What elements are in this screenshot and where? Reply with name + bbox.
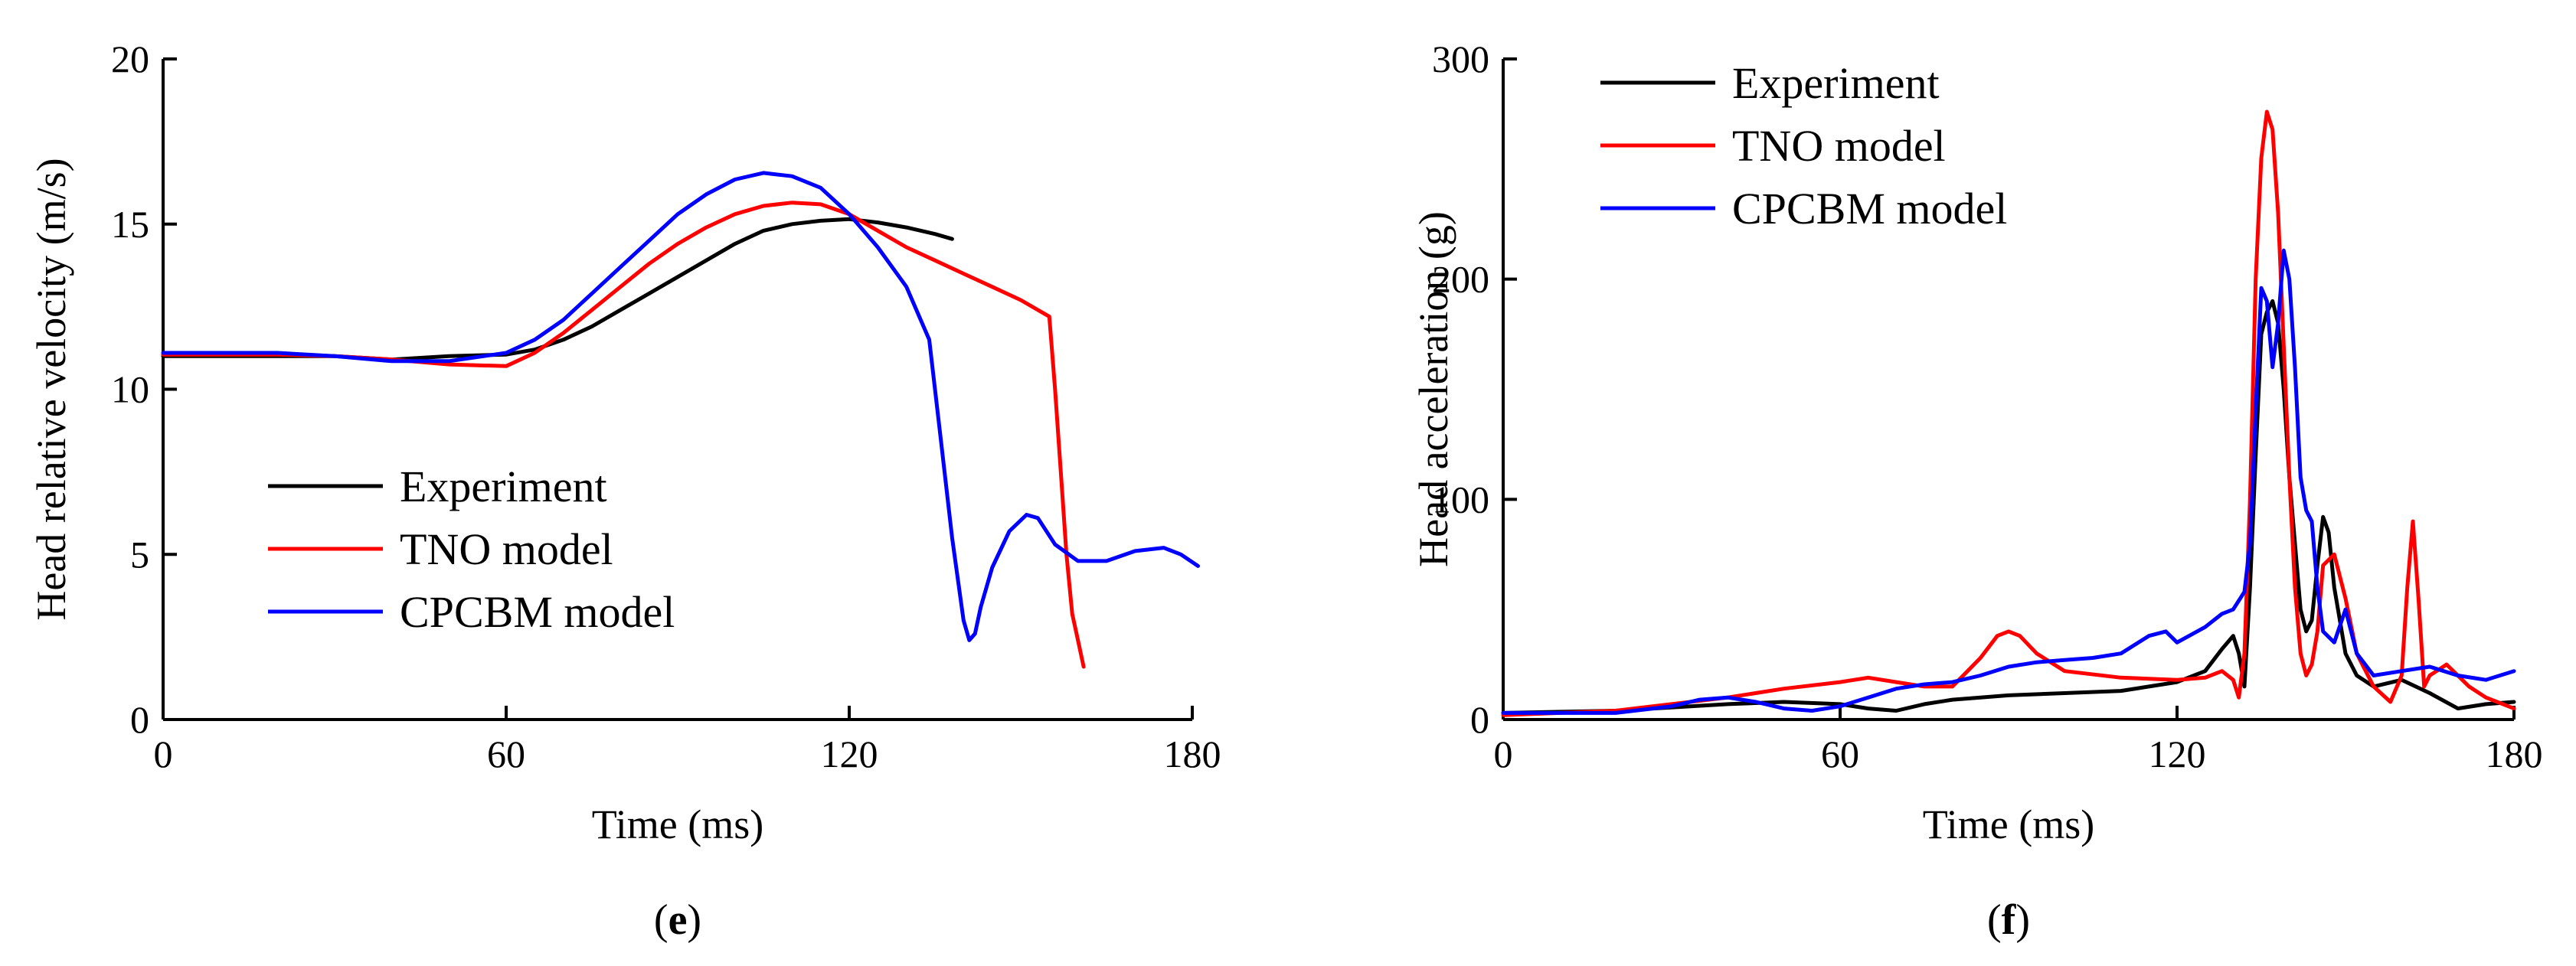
chart-panel-f: 0 60 120 180 0 100 200 300 Time (ms) Head acceler…	[1411, 38, 2543, 944]
legend-label: TNO model	[400, 524, 613, 574]
panel-label-letter: f	[2002, 896, 2017, 944]
y-tick-label: 10	[111, 368, 149, 411]
y-tick-label: 15	[111, 203, 149, 246]
legend-label: CPCBM model	[1732, 184, 2007, 233]
legend-label: TNO model	[1732, 121, 1946, 171]
legend-label: Experiment	[400, 462, 607, 511]
x-axis-title: Time (ms)	[1923, 801, 2095, 847]
x-tick-label: 180	[1164, 733, 1221, 775]
series-line-experiment	[1501, 299, 2516, 715]
x-tick-label: 0	[1494, 733, 1513, 775]
panel-label-open: (	[654, 896, 669, 944]
panel-label: (e)	[654, 896, 701, 944]
x-tick-label: 180	[2486, 733, 2543, 775]
x-axis-title: Time (ms)	[592, 801, 764, 847]
panel-label-letter: e	[669, 896, 688, 944]
legend-label: Experiment	[1732, 58, 1940, 108]
y-tick-label: 300	[1432, 38, 1489, 80]
y-tick-label: 20	[111, 38, 149, 80]
series-line-cpcbm-model	[1501, 248, 2516, 715]
x-tick-label: 120	[2149, 733, 2206, 775]
y-tick-label: 200	[1432, 258, 1489, 301]
series-line-cpcbm-model	[161, 171, 1200, 642]
x-tick-label: 120	[821, 733, 878, 775]
y-tick-label: 100	[1432, 478, 1489, 521]
legend-label: CPCBM model	[400, 587, 675, 637]
series-line-tno-model	[1501, 109, 2516, 717]
chart-panel-e: 0 60 120 180 0 5 10 15 20 Time (ms) Head relative …	[28, 38, 1221, 944]
x-tick-label: 60	[1821, 733, 1859, 775]
y-axis-title: Head acceleration (g)	[1411, 211, 1456, 567]
panel-label-close: )	[2015, 896, 2030, 944]
y-tick-label: 0	[130, 698, 149, 741]
panel-label-close: )	[687, 896, 701, 944]
y-tick-label: 0	[1470, 698, 1489, 741]
series-line-tno-model	[161, 201, 1086, 669]
panel-label: (f)	[1987, 896, 2030, 944]
y-tick-label: 5	[130, 533, 149, 576]
y-axis-title: Head relative velocity (m/s)	[28, 158, 74, 620]
x-tick-label: 60	[487, 733, 525, 775]
x-tick-label: 0	[154, 733, 173, 775]
panel-label-open: (	[1987, 896, 2002, 944]
